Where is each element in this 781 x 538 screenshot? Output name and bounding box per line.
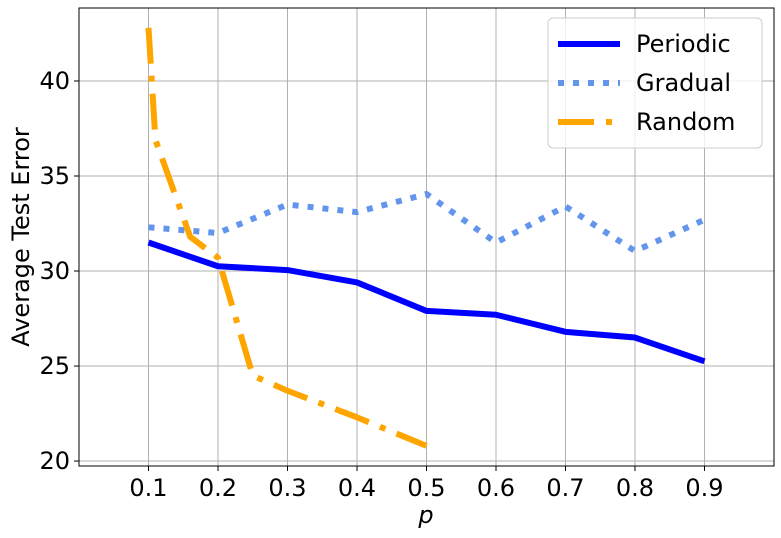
x-tick-label: 0.3 [268,474,306,502]
x-tick-label: 0.8 [616,474,654,502]
series-line [145,27,428,449]
series-line [148,191,706,255]
x-tick-label: 0.1 [129,474,167,502]
series-line [147,239,706,365]
x-tick-label: 0.2 [199,474,237,502]
x-tick-label: 0.4 [338,474,376,502]
y-axis-label: Average Test Error [7,127,35,347]
legend-label: Periodic [636,30,731,58]
x-axis-label: p [417,501,433,529]
legend: Periodic Gradual Random [547,17,763,149]
y-tick-label: 30 [39,257,70,285]
y-tick-label: 25 [39,352,70,380]
x-tick-label: 0.6 [477,474,515,502]
x-tick-label: 0.9 [685,474,723,502]
legend-label: Gradual [636,69,731,97]
y-tick-label: 40 [39,67,70,95]
legend-label: Random [636,108,735,136]
legend-box [547,17,763,149]
y-tick-label: 35 [39,162,70,190]
x-tick-label: 0.5 [407,474,445,502]
plot-area [145,27,706,449]
x-tick-label: 0.7 [546,474,584,502]
y-tick-label: 20 [39,447,70,475]
